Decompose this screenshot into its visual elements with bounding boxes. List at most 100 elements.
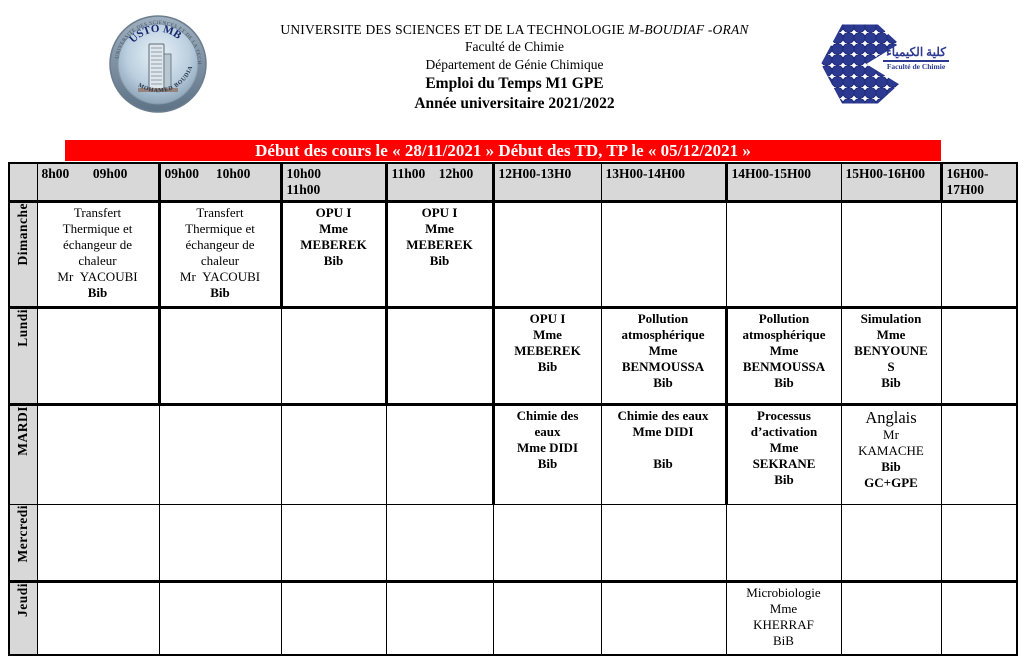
empty-cell — [940, 503, 1018, 583]
empty-cell — [158, 403, 282, 505]
day-row-lundi: Lundi OPU I Mme MEBEREK Bib Pollution atmosphé… — [8, 306, 1018, 406]
day-label-lundi: Lundi — [8, 306, 38, 406]
course-line: échangeur de — [63, 236, 132, 252]
empty-cell — [385, 403, 495, 505]
university-name: UNIVERSITE DES SCIENCES ET DE LA TECHNOL… — [280, 22, 749, 37]
course-cell: Transfert Thermique et échangeur de chaleur… — [36, 200, 161, 309]
course-line: Mr YACOUBI — [57, 268, 138, 284]
empty-cell — [158, 580, 282, 656]
empty-cell — [280, 503, 387, 583]
course-line: Mme — [769, 600, 798, 616]
chemistry-faculty-logo: كلية الكيمياء Faculté de Chimie — [821, 18, 949, 113]
day-row-mercredi: Mercredi — [8, 503, 1018, 583]
course-line: Mme — [876, 326, 906, 342]
course-line: KAMACHE — [858, 442, 924, 458]
empty-cell — [940, 200, 1018, 309]
course-line: échangeur de — [185, 236, 255, 252]
course-line: atmosphérique — [621, 326, 705, 342]
course-line: Pollution — [758, 310, 810, 326]
start-dates-banner: Début des cours le « 28/11/2021 » Début … — [65, 140, 941, 161]
empty-cell — [158, 503, 282, 583]
course-line: MEBEREK — [514, 342, 581, 358]
course-line: Bib — [537, 455, 558, 471]
course-cell: Chimie des eaux Mme DIDI Bib — [492, 403, 602, 505]
time-header: 14H00-15H00 — [725, 162, 842, 203]
time-header: 13H00-14H00 — [600, 162, 728, 203]
course-line: Mme — [648, 342, 678, 358]
course-line: Bib — [774, 471, 794, 487]
course-cell: Pollution atmosphérique Mme BENMOUSSA Bib — [725, 306, 842, 406]
course-line: Microbiologie — [746, 584, 821, 600]
day-row-jeudi: Jeudi Microbiologie Mme KHERRAF BiB — [8, 580, 1018, 656]
time-header: 09h00 10h00 — [158, 162, 283, 203]
usto-seal-logo: UNIVERSITE DES SCIENCES ET DE LA TECHNOL… — [106, 6, 208, 118]
time-header: 8h00 09h00 — [36, 162, 161, 203]
course-line: MEBEREK — [406, 236, 473, 252]
chemistry-logo-arabic: كلية الكيمياء — [883, 46, 949, 62]
course-line: Chimie des eaux — [617, 407, 709, 423]
empty-cell — [725, 503, 842, 583]
course-cell: Microbiologie Mme KHERRAF BiB — [725, 580, 842, 656]
course-line: Simulation — [860, 310, 922, 326]
empty-cell — [280, 403, 387, 505]
course-line: Chimie des — [516, 407, 579, 423]
course-line: chaleur — [200, 252, 240, 268]
course-cell: Chimie des eaux Mme DIDI Bib — [600, 403, 728, 505]
course-line: S — [887, 358, 895, 374]
empty-cell — [840, 580, 942, 656]
course-cell: OPU I Mme MEBEREK Bib — [492, 306, 602, 406]
usto-seal-icon: UNIVERSITE DES SCIENCES ET DE LA TECHNOL… — [106, 6, 207, 113]
course-line: OPU I — [529, 310, 566, 326]
empty-cell — [600, 503, 727, 583]
empty-cell — [492, 503, 602, 583]
course-cell: Anglais Mr KAMACHE Bib GC+GPE — [840, 403, 942, 505]
time-header: 16H00- 17H00 — [940, 162, 1018, 203]
course-line: Mr — [883, 426, 899, 442]
day-row-mardi: MARDI Chimie des eaux Mme DIDI Bib Chimie des… — [8, 403, 1018, 505]
course-line: GC+GPE — [864, 474, 918, 490]
empty-cell — [600, 200, 727, 309]
day-label-text: Lundi — [15, 308, 31, 347]
empty-cell — [36, 580, 160, 656]
course-line: KHERRAF — [753, 616, 814, 632]
department-name: Département de Génie Chimique — [425, 57, 604, 72]
course-line: Anglais — [865, 407, 917, 427]
course-line: atmosphérique — [742, 326, 826, 342]
course-line: d’activation — [750, 423, 818, 439]
empty-cell — [385, 580, 494, 656]
empty-cell — [840, 200, 942, 309]
time-header-row: 8h00 09h00 09h00 10h00 10h00 11h00 11h00 12… — [8, 162, 1018, 203]
timetable: 8h00 09h00 09h00 10h00 10h00 11h00 11h00 12… — [8, 162, 1018, 656]
course-line: Bib — [429, 252, 450, 268]
empty-cell — [840, 503, 942, 583]
course-line: BiB — [773, 632, 794, 648]
course-cell: Processus d’activation Mme SEKRANE Bib — [725, 403, 842, 505]
course-line: Mme — [769, 439, 799, 455]
course-line — [602, 440, 723, 456]
empty-cell — [725, 200, 842, 309]
course-line: Bib — [881, 374, 901, 390]
course-line: OPU I — [421, 204, 458, 220]
course-line: Mr YACOUBI — [179, 268, 261, 284]
time-header: 10h00 11h00 — [280, 162, 388, 203]
course-cell: OPU I Mme MEBEREK Bib — [385, 200, 495, 309]
course-cell: OPU I Mme MEBEREK Bib — [280, 200, 388, 309]
empty-cell — [36, 306, 161, 406]
empty-cell — [158, 306, 282, 406]
empty-cell — [940, 306, 1018, 406]
day-label-text: Mercredi — [15, 504, 31, 562]
course-line: BENMOUSSA — [742, 358, 826, 374]
empty-cell — [385, 306, 495, 406]
faculty-name: Faculté de Chimie — [465, 39, 564, 54]
time-header: 11h00 12h00 — [385, 162, 495, 203]
course-line: Bib — [537, 358, 558, 374]
course-line: Bib — [210, 284, 230, 300]
course-line: OPU I — [315, 204, 352, 220]
university-title-block: UNIVERSITE DES SCIENCES ET DE LA TECHNOL… — [208, 10, 821, 114]
course-line: Pollution — [637, 310, 689, 326]
course-line: MEBEREK — [300, 236, 367, 252]
day-label-text: Jeudi — [15, 582, 31, 617]
course-line: Bib — [653, 455, 673, 471]
chemistry-logo-caption: كلية الكيمياء Faculté de Chimie — [883, 46, 949, 72]
corner-cell — [8, 162, 38, 203]
